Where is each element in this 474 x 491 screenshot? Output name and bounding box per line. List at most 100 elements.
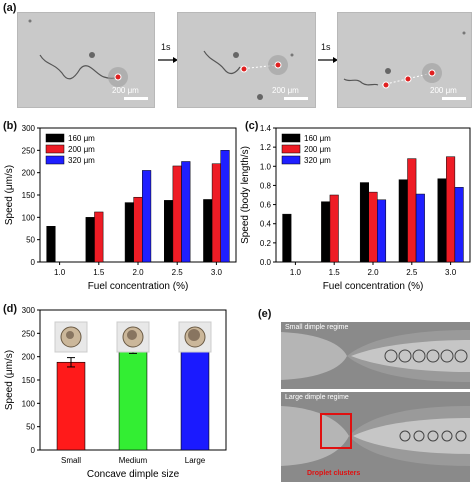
bar-200-1.5 xyxy=(94,211,104,263)
bar-320-3.0 xyxy=(454,187,464,263)
y-tick-label: 50 xyxy=(26,236,35,245)
y-tick-label: 0.4 xyxy=(260,220,272,229)
panel-b-label: (b) xyxy=(3,120,18,132)
y-tick-label: 0 xyxy=(31,446,36,455)
bar-200-3.0 xyxy=(211,163,221,263)
droplet-inset-medium xyxy=(116,321,150,353)
y-tick-label: 0.8 xyxy=(260,181,272,190)
y-tick-label: 100 xyxy=(22,213,36,222)
bar-160-1.5 xyxy=(85,217,95,263)
y-tick-label: 250 xyxy=(22,146,36,155)
bar-320-2.5 xyxy=(181,161,191,263)
x-tick-label: 2.0 xyxy=(132,268,144,277)
x-tick-label: 2.5 xyxy=(172,268,184,277)
legend-swatch xyxy=(45,155,65,165)
x-tick-label: 2.5 xyxy=(406,268,418,277)
droplet-cluster-highlight xyxy=(320,413,352,449)
bar-160-2.5 xyxy=(398,179,408,263)
body-length-speed-chart: 0.0 0.2 0.4 0.6 0.8 1.0 1.2 1.4 1.0 1.5 2.0 2.5 3.0 F… xyxy=(240,124,471,292)
legend-swatch xyxy=(281,155,301,165)
y-tick-label: 0 xyxy=(31,258,36,267)
arrow-right-icon xyxy=(158,57,178,63)
bar-160-2.5 xyxy=(164,200,174,263)
y-tick-label: 200 xyxy=(22,353,36,362)
bar-320-2.0 xyxy=(377,199,387,263)
y-tick-label: 1.0 xyxy=(260,162,272,171)
bar-200-2.0 xyxy=(368,191,378,263)
bar-320-2.0 xyxy=(142,170,152,263)
legend-label: 320 μm xyxy=(304,156,331,165)
bar-160-2.0 xyxy=(359,182,369,263)
bar-160-1.5 xyxy=(321,201,331,263)
x-tick-label: 3.0 xyxy=(445,268,457,277)
bar-320-2.5 xyxy=(415,193,425,263)
bar-large xyxy=(180,337,210,451)
legend-swatch xyxy=(281,133,301,143)
x-tick-label: 1.5 xyxy=(329,268,341,277)
droplet-clusters-label: Droplet clusters xyxy=(307,470,361,477)
y-axis-label: Speed (μm/s) xyxy=(4,350,15,410)
scale-bar xyxy=(124,97,148,100)
bar-200-3.0 xyxy=(446,156,456,263)
legend-swatch xyxy=(45,144,65,154)
y-tick-label: 0.2 xyxy=(260,239,272,248)
y-axis-label: Speed (μm/s) xyxy=(4,165,15,225)
x-tick-label: Large xyxy=(185,456,206,465)
y-tick-label: 1.2 xyxy=(260,143,272,152)
x-tick-label: Small xyxy=(61,456,81,465)
panel-a-label: (a) xyxy=(3,2,17,14)
time-step-1: 1s xyxy=(161,42,171,52)
bar-200-1.5 xyxy=(329,194,339,263)
x-tick-label: 1.5 xyxy=(93,268,105,277)
x-tick-label: 2.0 xyxy=(367,268,379,277)
legend-label: 160 μm xyxy=(304,134,331,143)
bar-200-2.5 xyxy=(407,158,417,263)
x-tick-label: 1.0 xyxy=(54,268,66,277)
large-dimple-drawing xyxy=(281,392,470,482)
large-dimple-photo: Large dimple regime Droplet clusters xyxy=(281,392,470,482)
y-tick-label: 300 xyxy=(22,306,36,315)
y-tick-label: 100 xyxy=(22,399,36,408)
bar-160-1.0 xyxy=(46,226,56,263)
droplet-inset-large xyxy=(178,321,212,353)
small-dimple-drawing xyxy=(281,322,470,389)
panel-d-label: (d) xyxy=(3,303,18,315)
scale-label: 200 μm xyxy=(112,86,139,95)
scale-label: 200 μm xyxy=(430,86,457,95)
micrograph-3-drawing xyxy=(343,31,466,89)
bar-320-3.0 xyxy=(220,150,230,263)
bar-160-2.0 xyxy=(124,202,134,263)
panel-c-label: (c) xyxy=(245,120,259,132)
arrow-right-icon xyxy=(318,57,338,63)
legend-swatch xyxy=(45,133,65,143)
small-dimple-photo: Small dimple regime xyxy=(281,322,470,389)
y-tick-label: 150 xyxy=(22,376,36,385)
y-tick-label: 0.0 xyxy=(260,258,272,267)
micrograph-frame-2: 200 μm xyxy=(177,12,316,108)
bar-medium xyxy=(118,344,148,451)
x-axis-label: Fuel concentration (%) xyxy=(323,281,424,292)
x-tick-label: 3.0 xyxy=(211,268,223,277)
y-tick-label: 150 xyxy=(22,191,36,200)
bar-160-3.0 xyxy=(437,178,447,263)
y-tick-label: 250 xyxy=(22,329,36,338)
y-tick-label: 1.4 xyxy=(260,124,272,133)
large-dimple-label: Large dimple regime xyxy=(285,394,349,401)
bar-160-3.0 xyxy=(203,199,213,263)
micrograph-frame-1: 200 μm xyxy=(17,12,155,108)
micrograph-1-drawing xyxy=(28,19,128,87)
micrograph-frame-3: 200 μm xyxy=(337,12,472,108)
y-tick-label: 200 xyxy=(22,169,36,178)
scale-bar xyxy=(284,97,308,100)
micrograph-2-drawing xyxy=(203,50,294,100)
scale-label: 200 μm xyxy=(272,86,299,95)
legend-label: 320 μm xyxy=(68,156,95,165)
time-step-2: 1s xyxy=(321,42,331,52)
y-tick-label: 50 xyxy=(26,423,35,432)
legend-label: 200 μm xyxy=(304,145,331,154)
x-tick-label: Medium xyxy=(119,456,148,465)
panel-e-label: (e) xyxy=(258,308,272,320)
x-axis-label: Concave dimple size xyxy=(87,469,180,480)
legend-swatch xyxy=(281,144,301,154)
y-tick-label: 300 xyxy=(22,124,36,133)
